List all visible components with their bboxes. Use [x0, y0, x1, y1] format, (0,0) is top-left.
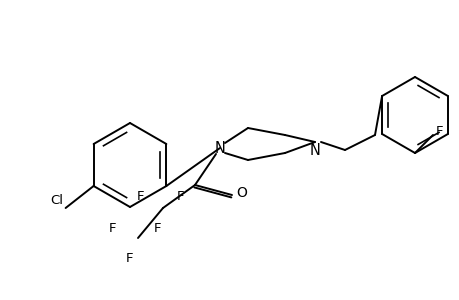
Text: F: F: [435, 124, 443, 137]
Text: F: F: [109, 221, 117, 235]
Text: F: F: [154, 221, 162, 235]
Text: O: O: [236, 186, 247, 200]
Text: F: F: [177, 190, 185, 202]
Text: N: N: [309, 142, 320, 158]
Text: F: F: [137, 190, 145, 202]
Text: F: F: [126, 251, 134, 265]
Text: Cl: Cl: [50, 194, 63, 206]
Text: N: N: [214, 140, 225, 155]
